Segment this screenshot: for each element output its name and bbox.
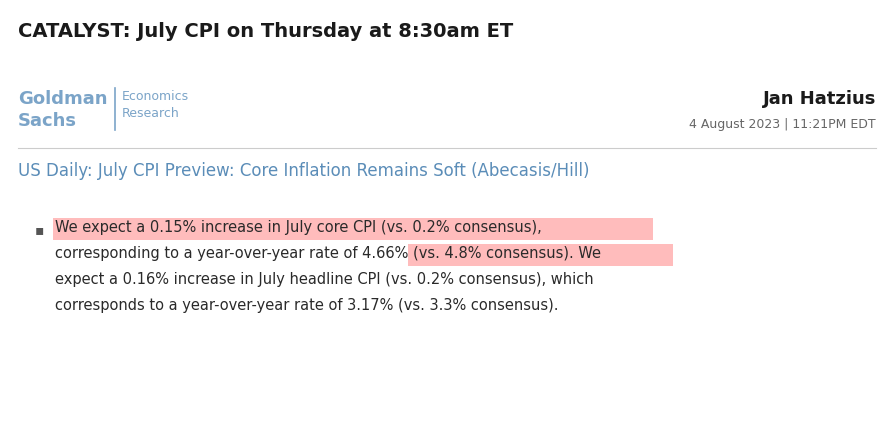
- Text: We expect a 0.15% increase in July core CPI (vs. 0.2% consensus),: We expect a 0.15% increase in July core …: [55, 220, 542, 235]
- Text: expect a 0.16% increase in July headline CPI (vs. 0.2% consensus), which: expect a 0.16% increase in July headline…: [55, 272, 594, 287]
- FancyBboxPatch shape: [53, 218, 653, 240]
- FancyBboxPatch shape: [408, 244, 673, 266]
- Text: Goldman
Sachs: Goldman Sachs: [18, 90, 107, 129]
- Text: Jan Hatzius: Jan Hatzius: [763, 90, 876, 108]
- Text: CATALYST: July CPI on Thursday at 8:30am ET: CATALYST: July CPI on Thursday at 8:30am…: [18, 22, 513, 41]
- Text: ▪: ▪: [35, 223, 45, 237]
- Text: corresponding to a year-over-year rate of 4.66% (vs. 4.8% consensus). We: corresponding to a year-over-year rate o…: [55, 246, 601, 261]
- Text: Economics
Research: Economics Research: [122, 90, 190, 120]
- Text: 4 August 2023 | 11:21PM EDT: 4 August 2023 | 11:21PM EDT: [689, 118, 876, 131]
- Text: corresponds to a year-over-year rate of 3.17% (vs. 3.3% consensus).: corresponds to a year-over-year rate of …: [55, 298, 559, 313]
- Text: US Daily: July CPI Preview: Core Inflation Remains Soft (Abecasis/Hill): US Daily: July CPI Preview: Core Inflati…: [18, 162, 589, 180]
